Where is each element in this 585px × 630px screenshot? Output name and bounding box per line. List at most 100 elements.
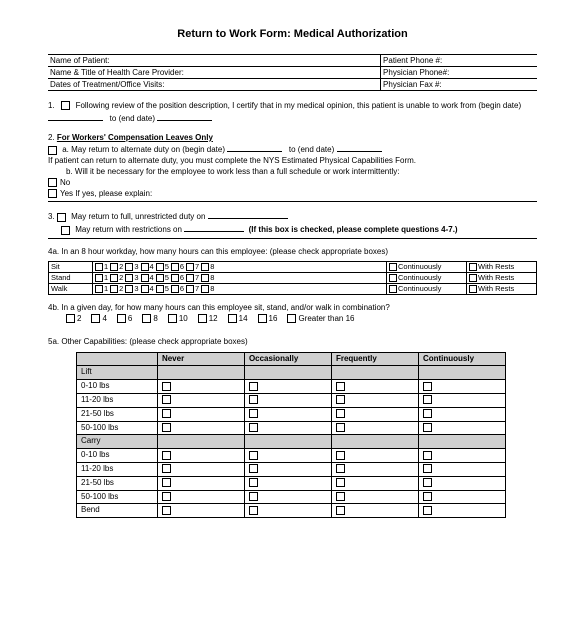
cap-cell <box>418 476 505 490</box>
cap-cb[interactable] <box>336 492 345 501</box>
hdr-provider: Name & Title of Health Care Provider: <box>48 67 381 79</box>
hours-num-cb[interactable] <box>125 285 133 293</box>
s2a-end-blank[interactable] <box>337 143 382 152</box>
hours-num-cb[interactable] <box>171 263 179 271</box>
cap-cb[interactable] <box>423 506 432 515</box>
s2b-no-cb[interactable] <box>48 178 57 187</box>
hdr-patient-name: Name of Patient: <box>48 55 381 67</box>
hours-num: 8 <box>210 284 214 293</box>
hours-num-cb[interactable] <box>141 263 149 271</box>
cap-cb[interactable] <box>162 478 171 487</box>
s4b-gt-cb[interactable] <box>287 314 296 323</box>
hours-num-cb[interactable] <box>110 285 118 293</box>
rest-cb[interactable] <box>469 285 477 293</box>
hours-num: 6 <box>180 262 184 271</box>
section-2: 2. For Workers' Compensation Leaves Only… <box>48 133 537 203</box>
hours-num-cb[interactable] <box>110 274 118 282</box>
cap-cb[interactable] <box>249 451 258 460</box>
cap-cb[interactable] <box>249 423 258 432</box>
hours-num-cb[interactable] <box>125 263 133 271</box>
hours-num-cb[interactable] <box>171 274 179 282</box>
cont-cb[interactable] <box>389 285 397 293</box>
s2a-text: a. May return to alternate duty on (begi… <box>62 145 225 154</box>
s2-note: If patient can return to alternate duty,… <box>48 156 416 165</box>
hours-num-cb[interactable] <box>95 263 103 271</box>
cap-cb[interactable] <box>336 423 345 432</box>
cap-cb[interactable] <box>249 409 258 418</box>
cap-col: Never <box>157 352 244 366</box>
hours-num-cb[interactable] <box>141 285 149 293</box>
cap-cell <box>157 393 244 407</box>
cap-col: Continuously <box>418 352 505 366</box>
hours-num-cb[interactable] <box>186 263 194 271</box>
cap-cb[interactable] <box>249 492 258 501</box>
cap-cb[interactable] <box>162 464 171 473</box>
cont-cb[interactable] <box>389 274 397 282</box>
s4b-cb[interactable] <box>258 314 267 323</box>
cap-cb[interactable] <box>249 464 258 473</box>
hours-num-cb[interactable] <box>201 285 209 293</box>
hours-num-cb[interactable] <box>171 285 179 293</box>
s4b-cb[interactable] <box>142 314 151 323</box>
cap-cb[interactable] <box>162 395 171 404</box>
cap-cb[interactable] <box>162 451 171 460</box>
cap-cb[interactable] <box>162 423 171 432</box>
s3a-blank[interactable] <box>208 210 288 219</box>
rest-cb[interactable] <box>469 263 477 271</box>
hours-num-cb[interactable] <box>201 263 209 271</box>
cap-cb[interactable] <box>336 451 345 460</box>
cap-cell <box>157 449 244 463</box>
cap-cb[interactable] <box>336 382 345 391</box>
s4b-cb[interactable] <box>168 314 177 323</box>
cap-cb[interactable] <box>423 492 432 501</box>
cap-cb[interactable] <box>423 395 432 404</box>
hours-num-cb[interactable] <box>186 274 194 282</box>
cap-cb[interactable] <box>423 382 432 391</box>
cap-cb[interactable] <box>162 506 171 515</box>
s3a-cb[interactable] <box>57 213 66 222</box>
hours-num-cb[interactable] <box>201 274 209 282</box>
cap-cb[interactable] <box>423 423 432 432</box>
cap-cb[interactable] <box>423 409 432 418</box>
hours-num-cb[interactable] <box>156 263 164 271</box>
cont-cb[interactable] <box>389 263 397 271</box>
hours-num-cb[interactable] <box>110 263 118 271</box>
cap-cb[interactable] <box>162 409 171 418</box>
s1-checkbox[interactable] <box>61 101 70 110</box>
s1-begin-blank[interactable] <box>48 112 103 121</box>
s4b-cb[interactable] <box>228 314 237 323</box>
s3b-cb[interactable] <box>61 226 70 235</box>
s4b-cb[interactable] <box>66 314 75 323</box>
s4b-cb[interactable] <box>198 314 207 323</box>
cap-cb[interactable] <box>162 382 171 391</box>
cap-cb[interactable] <box>423 451 432 460</box>
cap-cb[interactable] <box>249 478 258 487</box>
s4b-cb[interactable] <box>117 314 126 323</box>
cap-cb[interactable] <box>336 464 345 473</box>
rest-cb[interactable] <box>469 274 477 282</box>
cap-cb[interactable] <box>423 464 432 473</box>
cap-cb[interactable] <box>249 506 258 515</box>
s4b-cb[interactable] <box>91 314 100 323</box>
hours-num-cb[interactable] <box>95 274 103 282</box>
cap-cb[interactable] <box>162 492 171 501</box>
hours-num-cb[interactable] <box>156 285 164 293</box>
cap-cb[interactable] <box>336 409 345 418</box>
s1-end-blank[interactable] <box>157 112 212 121</box>
cap-cb[interactable] <box>336 395 345 404</box>
s3b-blank[interactable] <box>184 223 244 232</box>
hours-num-cb[interactable] <box>186 285 194 293</box>
hours-num-cb[interactable] <box>141 274 149 282</box>
s2a-checkbox[interactable] <box>48 146 57 155</box>
cap-cb[interactable] <box>249 382 258 391</box>
hours-num-cb[interactable] <box>156 274 164 282</box>
cap-cell <box>157 462 244 476</box>
cap-cb[interactable] <box>249 395 258 404</box>
s2b-yes-cb[interactable] <box>48 189 57 198</box>
cap-cb[interactable] <box>336 506 345 515</box>
hours-num-cb[interactable] <box>95 285 103 293</box>
cap-cb[interactable] <box>423 478 432 487</box>
cap-cb[interactable] <box>336 478 345 487</box>
s2a-begin-blank[interactable] <box>227 143 282 152</box>
hours-num-cb[interactable] <box>125 274 133 282</box>
